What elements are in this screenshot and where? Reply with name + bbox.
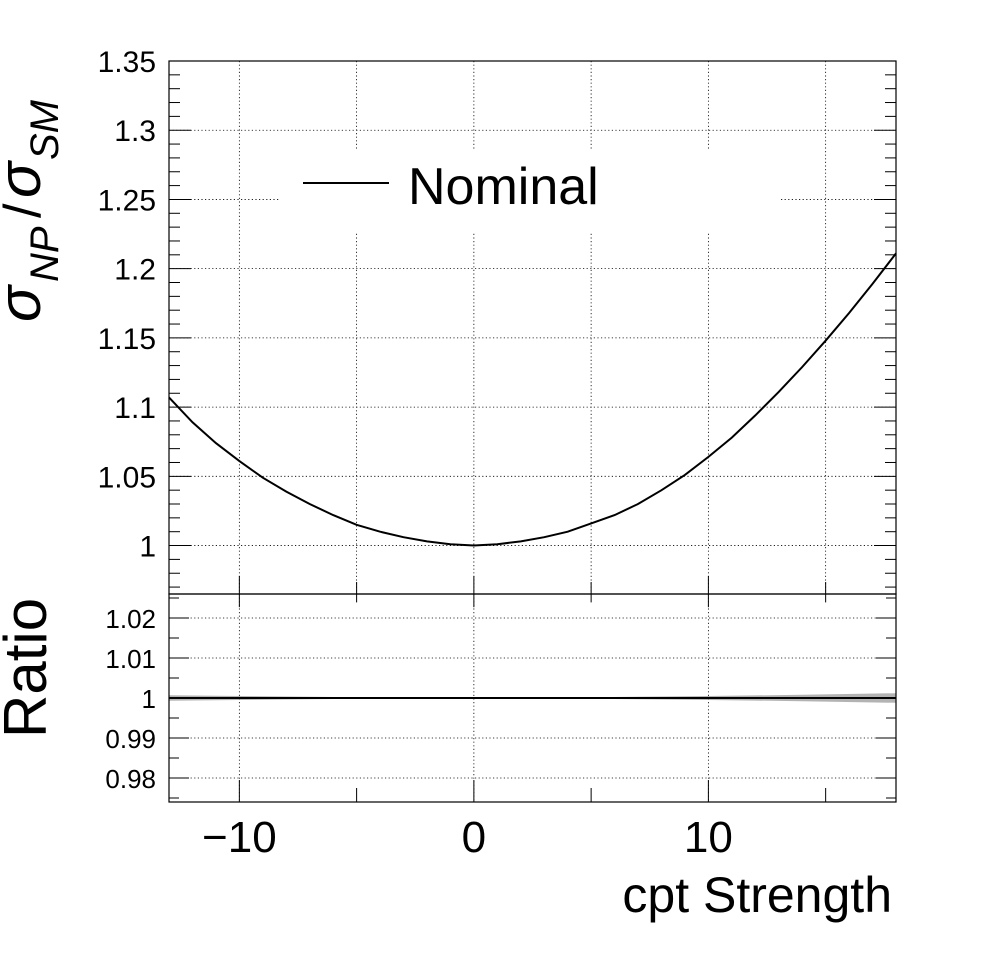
xtick-label: −10 — [202, 813, 277, 862]
main-ytick-label: 1.3 — [114, 115, 156, 148]
main-ytick-label: 1.15 — [98, 323, 156, 356]
ratio-ytick-labels: 0.98 0.99 1 1.01 1.02 — [105, 604, 156, 794]
y-title-sigma-sm: σ — [0, 159, 53, 198]
main-curve-layer — [168, 252, 897, 547]
main-minor-ticks — [169, 60, 896, 594]
legend-background — [280, 150, 780, 232]
main-ytick-label: 1 — [139, 531, 156, 564]
main-ytick-label: 1.35 — [98, 46, 156, 79]
legend-label-nominal: Nominal — [408, 158, 599, 216]
main-ytick-label: 1.2 — [114, 254, 156, 287]
main-ytick-labels: 1 1.05 1.1 1.15 1.2 1.25 1.3 1.35 — [98, 46, 156, 564]
xtick-label: 0 — [462, 813, 486, 862]
main-ytick-label: 1.25 — [98, 184, 156, 217]
ratio-ytick-label: 0.99 — [105, 724, 156, 754]
y-title-sub-sm: SM — [23, 99, 67, 160]
main-ytick-label: 1.05 — [98, 461, 156, 494]
main-frame — [168, 60, 897, 595]
series-line-nominal — [168, 252, 897, 547]
ratio-ytick-label: 1.02 — [105, 604, 156, 634]
y-title-sub-np: NP — [23, 226, 67, 282]
y-title-sigma-np: σ — [0, 283, 53, 322]
y-title-slash: / — [0, 203, 52, 218]
main-grid — [169, 61, 896, 594]
main-y-axis-title: σ NP / σ SM — [0, 99, 67, 322]
ratio-ytick-label: 1.01 — [105, 644, 156, 674]
xtick-label: 10 — [684, 813, 733, 862]
ratio-ytick-label: 0.98 — [105, 764, 156, 794]
ratio-y-axis-title: Ratio — [0, 598, 59, 738]
ratio-frame — [168, 593, 897, 803]
ratio-minor-ticks — [169, 594, 896, 802]
ratio-xtick-labels: −10 0 10 — [202, 813, 733, 862]
ratio-ytick-label: 1 — [142, 684, 156, 714]
x-axis-title: cpt Strength — [622, 867, 892, 923]
main-ytick-label: 1.1 — [114, 392, 156, 425]
